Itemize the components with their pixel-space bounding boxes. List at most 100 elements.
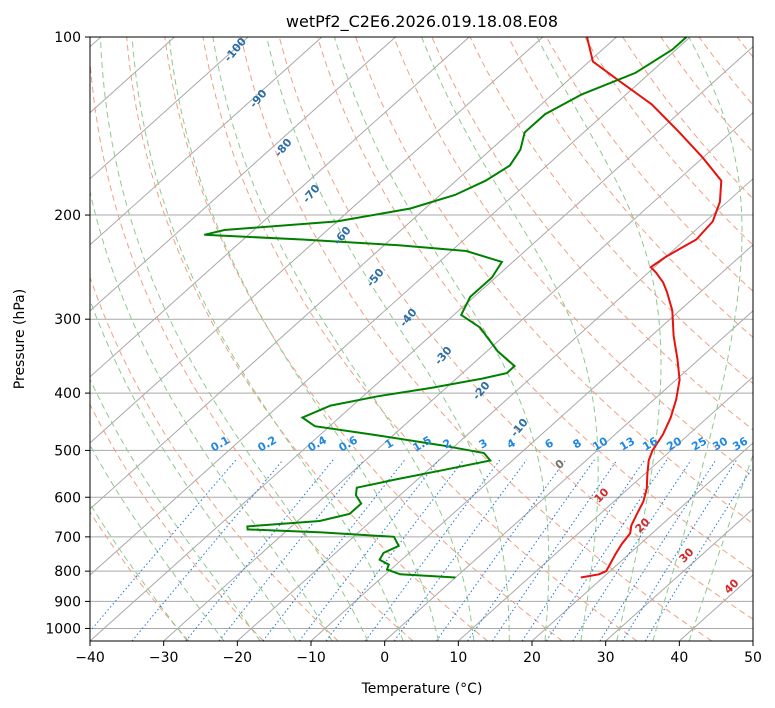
moist-adiabat-line <box>652 37 743 641</box>
y-tick-label: 800 <box>54 564 81 580</box>
y-tick-label: 700 <box>54 530 81 546</box>
x-tick-label: 10 <box>449 650 467 666</box>
mixing-ratio-line <box>218 459 365 641</box>
isotherm-label: 40 <box>722 576 742 596</box>
isotherm-line <box>90 37 691 576</box>
dry-adiabat-line <box>622 37 753 200</box>
isotherm-line <box>457 376 753 641</box>
mixing-ratio-label: 0.4 <box>306 433 330 454</box>
dry-adiabat-label: -20 <box>470 379 493 403</box>
x-tick-label: −20 <box>223 650 253 666</box>
y-tick-label: 200 <box>54 208 81 224</box>
plot-frame <box>89 36 754 642</box>
y-tick-label: 400 <box>54 386 81 402</box>
moist-adiabat-line <box>100 37 369 641</box>
isotherm-line <box>90 37 544 444</box>
mixing-ratio-line <box>545 459 668 641</box>
dry-adiabat-line <box>507 37 753 338</box>
y-tick-label: 1000 <box>45 621 81 637</box>
moist-adiabat-line <box>212 37 475 641</box>
isotherm-label: 10 <box>592 485 612 505</box>
y-tick-label: 300 <box>54 312 81 328</box>
dry-adiabat-line <box>660 37 753 153</box>
isotherm-line <box>384 310 753 641</box>
moist-adiabat-line <box>333 37 550 641</box>
chart-title: wetPf2_C2E6.2026.019.18.08.E08 <box>286 12 558 32</box>
dry-adiabat-line <box>393 37 753 478</box>
temperature-profile-line <box>580 37 723 579</box>
mixing-ratio-line <box>393 459 528 641</box>
mixing-ratio-label: 6 <box>543 436 556 451</box>
dry-adiabat-label: -90 <box>247 87 270 111</box>
mixing-ratio-line <box>90 459 237 633</box>
mixing-ratio-line <box>435 459 567 641</box>
x-tick-label: −30 <box>149 650 179 666</box>
x-axis: −40 −30 −20 −10 0 10 20 30 40 50 <box>75 641 762 666</box>
dry-adiabat-line <box>90 403 264 641</box>
dry-adiabat-line <box>90 54 414 641</box>
y-axis: 100 200 300 400 500 600 700 800 900 1000 <box>45 30 90 637</box>
mixing-ratio-label: 1.5 <box>411 433 434 454</box>
moist-adiabat-line <box>536 37 662 641</box>
dry-adiabat-label: -10 <box>508 416 531 440</box>
x-tick-label: −40 <box>75 650 105 666</box>
moist-adiabat-line <box>90 189 333 641</box>
dry-adiabat-line <box>164 37 563 641</box>
mixing-ratio-line <box>131 459 284 641</box>
dry-adiabat-line <box>126 37 488 641</box>
x-tick-label: −10 <box>296 650 326 666</box>
profiles <box>204 37 723 579</box>
moist-adiabat-line <box>421 37 599 641</box>
x-tick-label: 0 <box>380 650 389 666</box>
mixing-ratio-line <box>644 465 753 641</box>
isotherm-line <box>605 508 753 641</box>
dry-adiabat-label: -80 <box>272 136 295 160</box>
mixing-ratio-line <box>185 459 334 641</box>
mixing-ratio-label: 0.6 <box>337 433 361 454</box>
x-tick-label: 20 <box>523 650 541 666</box>
moist-adiabat-line <box>688 453 753 641</box>
isotherm-line <box>90 46 753 641</box>
dewpoint-profile-line <box>204 37 688 579</box>
mixing-ratio-line <box>521 459 646 641</box>
dry-adiabat-label: -60 <box>331 224 354 248</box>
isotherm-line <box>90 37 323 246</box>
y-tick-label: 500 <box>54 443 81 459</box>
mixing-ratio-label: 8 <box>571 436 584 451</box>
y-tick-label: 100 <box>54 30 81 46</box>
isotherm-line <box>90 37 396 312</box>
moist-adiabat-line <box>90 443 225 641</box>
moist-adiabat-line <box>266 37 510 641</box>
isotherm-line <box>163 112 753 641</box>
x-axis-label: Temperature (°C) <box>361 681 483 697</box>
mixing-ratio-line <box>262 459 406 641</box>
isotherm-line <box>531 442 753 641</box>
moist-adiabat-line <box>90 298 297 641</box>
dry-adiabat-line <box>90 511 190 641</box>
x-tick-label: 40 <box>670 650 688 666</box>
x-tick-label: 30 <box>597 650 615 666</box>
x-tick-label: 50 <box>744 650 762 666</box>
isotherm-line <box>752 640 753 641</box>
dry-adiabat-line <box>202 37 638 641</box>
mixing-ratio-line <box>364 459 501 641</box>
moist-adiabat-line <box>131 37 404 641</box>
moist-adiabat-line <box>90 502 188 641</box>
dry-adiabat-line <box>545 37 753 292</box>
dry-adiabat-line <box>584 37 753 246</box>
dry-adiabat-line <box>355 37 753 525</box>
dry-adiabat-line <box>469 37 753 385</box>
background-lines <box>90 37 753 641</box>
dry-adiabat-line <box>736 37 753 58</box>
mixing-ratio-line <box>467 459 595 641</box>
moist-adiabat-line <box>168 37 439 641</box>
mixing-ratio-label: 3 <box>477 436 490 451</box>
mixing-ratio-line <box>572 459 692 641</box>
mixing-ratio-line <box>325 459 465 641</box>
mixing-ratio-line <box>491 459 618 641</box>
dry-adiabat-line <box>278 37 753 620</box>
moist-adiabat-label: 0 <box>553 457 567 472</box>
dry-adiabat-line <box>240 37 712 641</box>
dry-adiabat-label: -40 <box>397 306 420 330</box>
